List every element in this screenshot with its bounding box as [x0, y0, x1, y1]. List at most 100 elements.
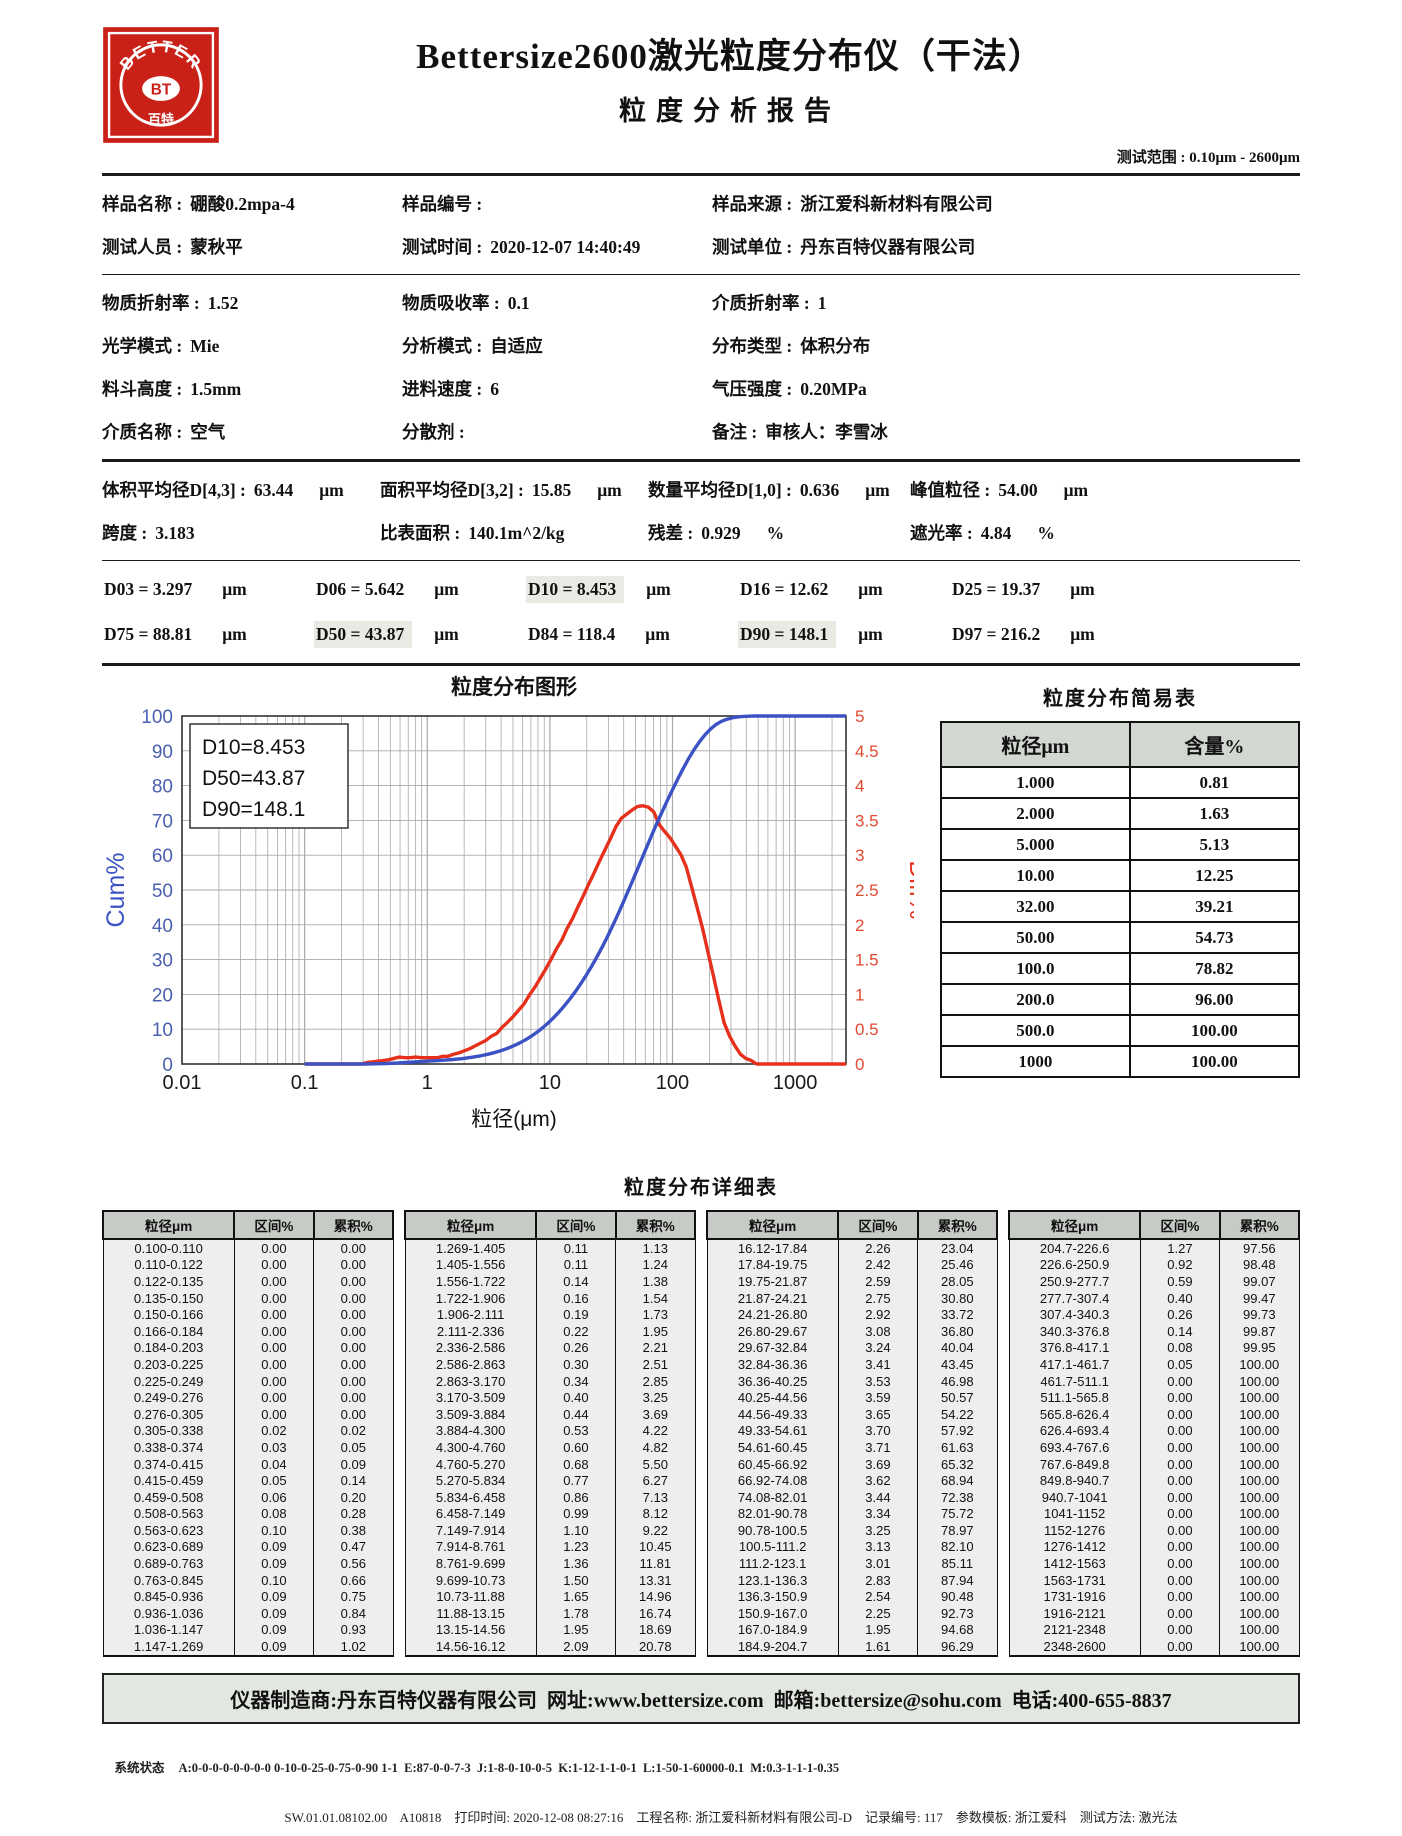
detail-table-cell: 0.374-0.415	[102, 1455, 235, 1473]
detail-table-cell: 0.508-0.563	[102, 1505, 235, 1523]
d-value-unit: μm	[222, 624, 247, 644]
simple-table-cell: 5.000	[940, 828, 1131, 861]
detail-table-cell: 2.26	[837, 1239, 919, 1257]
detail-table-cell: 50.57	[917, 1389, 998, 1406]
field: 备注 : 审核人：李雪冰	[712, 410, 1300, 453]
detail-table-cell: 307.4-340.3	[1008, 1306, 1141, 1323]
detail-table-cell: 11.81	[615, 1555, 696, 1572]
detail-table-cell: 0.00	[313, 1405, 394, 1423]
detail-table-row: 10.73-11.88 1.65 14.96	[404, 1588, 696, 1606]
field: 介质折射率 : 1	[712, 281, 1300, 324]
detail-table-row: 511.1-565.8 0.00 100.00	[1008, 1389, 1300, 1406]
detail-table-cell: 849.8-940.7	[1008, 1472, 1141, 1489]
detail-table-row: 1.036-1.147 0.09 0.93	[102, 1621, 394, 1639]
detail-table-cell: 33.72	[917, 1306, 998, 1323]
svg-text:3.5: 3.5	[855, 811, 879, 830]
svg-text:100: 100	[656, 1072, 689, 1094]
field: 测试时间 : 2020-12-07 14:40:49	[402, 225, 712, 268]
detail-table-cell: 3.08	[837, 1322, 919, 1340]
detail-table-row: 693.4-767.6 0.00 100.00	[1008, 1439, 1300, 1456]
detail-table-cell: 1.036-1.147	[102, 1621, 235, 1639]
field-unit: μm	[1063, 480, 1089, 500]
detail-table-header: 粒径μm	[1007, 1210, 1142, 1240]
detail-table-row: 40.25-44.56 3.59 50.57	[706, 1389, 998, 1406]
detail-table-cell: 0.60	[535, 1439, 617, 1456]
simple-table-cell: 32.00	[940, 890, 1131, 923]
detail-table-cell: 123.1-136.3	[706, 1571, 839, 1589]
detail-table-row: 167.0-184.9 1.95 94.68	[706, 1621, 998, 1639]
svg-text:100: 100	[141, 707, 173, 728]
simple-table-cell: 100.00	[1128, 1045, 1301, 1078]
d-value-d25: D25 = 19.37	[952, 579, 1041, 599]
simple-table-row: 10.00 12.25	[940, 859, 1301, 892]
field-value: 6	[490, 379, 499, 399]
detail-table-cell: 68.94	[917, 1472, 998, 1489]
detail-table-row: 1916-2121 0.00 100.00	[1008, 1605, 1300, 1622]
field-label: 料斗高度 :	[102, 379, 183, 399]
detail-table-cell: 2.111-2.336	[404, 1322, 537, 1340]
svg-text:1: 1	[422, 1072, 433, 1094]
field: 面积平均径D[3,2] : 15.85 μm	[380, 468, 648, 511]
detail-table-cell: 0.08	[233, 1505, 315, 1523]
detail-table-row: 0.763-0.845 0.10 0.66	[102, 1571, 394, 1589]
detail-table-cell: 0.47	[313, 1538, 394, 1556]
detail-table-group-2: 粒径μm 区间% 累积% 1.269-1.405 0.11 1.13 1.405-1.556…	[403, 1210, 697, 1657]
field-unit: %	[1037, 523, 1055, 543]
detail-table-cell: 60.45-66.92	[706, 1455, 839, 1473]
field-value: 空气	[190, 422, 226, 442]
detail-table-cell: 0.338-0.374	[102, 1439, 235, 1456]
detail-table-cell: 0.00	[313, 1256, 394, 1274]
detail-table-row: 2.863-3.170 0.34 2.85	[404, 1372, 696, 1390]
detail-table-cell: 0.14	[535, 1273, 617, 1290]
detail-table-cell: 1.50	[535, 1571, 617, 1589]
detail-table-row: 17.84-19.75 2.42 25.46	[706, 1256, 998, 1274]
detail-table-cell: 5.50	[615, 1455, 696, 1473]
detail-table-row: 626.4-693.4 0.00 100.00	[1008, 1422, 1300, 1440]
detail-table-row: 1041-1152 0.00 100.00	[1008, 1505, 1300, 1523]
field-value: 15.85	[531, 480, 572, 500]
detail-table-cell: 0.00	[1139, 1522, 1221, 1539]
detail-table-cell: 5.834-6.458	[404, 1488, 537, 1506]
detail-table-cell: 417.1-461.7	[1008, 1356, 1141, 1373]
field-label: 光学模式 :	[102, 336, 183, 356]
detail-table-row: 14.56-16.12 2.09 20.78	[404, 1638, 696, 1657]
field-value: 蒙秋平	[190, 237, 243, 257]
detail-table-cell: 40.25-44.56	[706, 1389, 839, 1406]
detail-table-cell: 1.36	[535, 1555, 617, 1572]
detail-table-cell: 87.94	[917, 1571, 998, 1589]
detail-table-cell: 3.69	[837, 1455, 919, 1473]
detail-table-cell: 100.00	[1219, 1522, 1300, 1539]
detail-table-cell: 2.42	[837, 1256, 919, 1274]
detail-table-cell: 0.305-0.338	[102, 1422, 235, 1440]
field: 样品编号 :	[402, 182, 712, 225]
detail-table-cell: 0.00	[313, 1389, 394, 1406]
detail-table-cell: 250.9-277.7	[1008, 1273, 1141, 1290]
detail-table-cell: 0.08	[1139, 1339, 1221, 1357]
detail-table-cell: 11.88-13.15	[404, 1605, 537, 1622]
d-value-d06: D06 = 5.642	[316, 579, 405, 599]
detail-table-cell: 0.10	[233, 1571, 315, 1589]
detail-table-row: 4.300-4.760 0.60 4.82	[404, 1439, 696, 1456]
simple-table-cell: 10.00	[940, 859, 1131, 892]
field-label: 样品来源 :	[712, 194, 793, 214]
detail-table-row: 1.405-1.556 0.11 1.24	[404, 1256, 696, 1274]
simple-table-row: 1000 100.00	[940, 1045, 1301, 1078]
simple-table-cell: 78.82	[1128, 952, 1301, 985]
detail-table-cell: 0.00	[233, 1289, 315, 1307]
detail-table-cell: 36.36-40.25	[706, 1372, 839, 1390]
detail-table-row: 82.01-90.78 3.34 75.72	[706, 1505, 998, 1523]
field: 测试人员 : 蒙秋平	[102, 225, 402, 268]
simple-table-row: 5.000 5.13	[940, 828, 1301, 861]
detail-table-cell: 0.93	[313, 1621, 394, 1639]
d-value-field: D50 = 43.87 μm	[314, 612, 526, 657]
simple-table: 粒径μm 含量% 1.000 0.81 2.000 1.63 5.000 5.13 10.00…	[940, 721, 1301, 1078]
field-label: 体积平均径D[4,3] :	[102, 480, 246, 500]
svg-text:0: 0	[162, 1055, 173, 1076]
detail-table-cell: 100.00	[1219, 1372, 1300, 1390]
detail-table-cell: 565.8-626.4	[1008, 1405, 1141, 1423]
detail-table-row: 44.56-49.33 3.65 54.22	[706, 1405, 998, 1423]
print-info-line: SW.01.01.08102.00 A10818 打印时间: 2020-12-0…	[284, 1809, 1178, 1825]
detail-table-cell: 21.87-24.21	[706, 1289, 839, 1307]
svg-text:10: 10	[152, 1020, 173, 1041]
d-value-unit: μm	[434, 579, 459, 599]
